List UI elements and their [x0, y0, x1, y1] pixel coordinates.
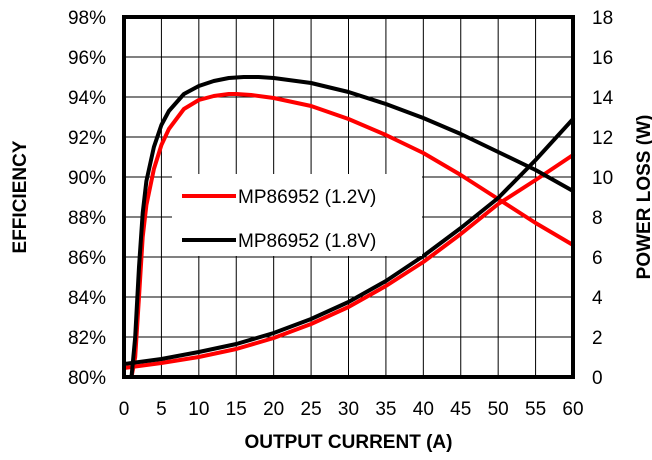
x-tick-label: 25	[301, 399, 322, 420]
x-tick-label: 40	[413, 399, 434, 420]
legend-label-1-8v: MP86952 (1.8V)	[238, 231, 376, 252]
x-tick-label: 35	[375, 399, 396, 420]
x-tick-label: 50	[488, 399, 509, 420]
y-right-tick-label: 12	[592, 128, 613, 149]
y-left-tick-label: 88%	[68, 208, 106, 229]
y-right-tick-label: 18	[592, 8, 613, 29]
legend: MP86952 (1.2V) MP86952 (1.8V)	[172, 174, 422, 256]
grid	[124, 17, 573, 377]
y-left-tick-label: 94%	[68, 88, 106, 109]
x-tick-label: 45	[450, 399, 471, 420]
x-tick-label: 10	[188, 399, 209, 420]
legend-label-1-2v: MP86952 (1.2V)	[238, 187, 376, 208]
plot-frame	[122, 15, 575, 379]
y-right-tick-label: 4	[592, 288, 603, 309]
x-tick-label: 0	[119, 399, 130, 420]
y-right-tick-label: 10	[592, 168, 613, 189]
y-right-tick-label: 14	[592, 88, 614, 109]
x-tick-label: 60	[562, 399, 583, 420]
y-left-tick-label: 90%	[68, 168, 106, 189]
series-line-3	[122, 153, 575, 370]
y-left-tick-label: 92%	[68, 128, 106, 149]
x-axis-title: OUTPUT CURRENT (A)	[245, 432, 453, 453]
series-line-2	[129, 75, 575, 379]
y-axis-right-title: POWER LOSS (W)	[634, 115, 652, 280]
tick-labels: 0 5 10 15 20 25 30 35 40 45 50 55 6080%82%84%86%88%9…	[68, 8, 614, 420]
x-tick-label: 15	[226, 399, 247, 420]
x-tick-label: 55	[525, 399, 546, 420]
y-left-tick-label: 84%	[68, 288, 106, 309]
y-left-tick-label: 86%	[68, 248, 106, 269]
y-left-tick-label: 96%	[68, 48, 106, 69]
x-tick-label: 20	[263, 399, 284, 420]
legend-background	[172, 174, 422, 256]
y-right-tick-label: 8	[592, 208, 603, 229]
x-tick-label: 5	[156, 399, 167, 420]
y-left-tick-label: 98%	[68, 8, 106, 29]
y-right-tick-label: 6	[592, 248, 603, 269]
y-left-tick-label: 80%	[68, 368, 106, 389]
y-right-tick-label: 2	[592, 328, 603, 349]
series-line-1	[129, 92, 575, 379]
y-right-tick-label: 0	[592, 368, 603, 389]
series-line-4	[122, 117, 575, 366]
y-left-tick-label: 82%	[68, 328, 106, 349]
x-tick-label: 30	[338, 399, 359, 420]
series-layer	[122, 75, 575, 379]
y-right-tick-label: 16	[592, 48, 613, 69]
y-axis-left-title: EFFICIENCY	[10, 140, 31, 253]
